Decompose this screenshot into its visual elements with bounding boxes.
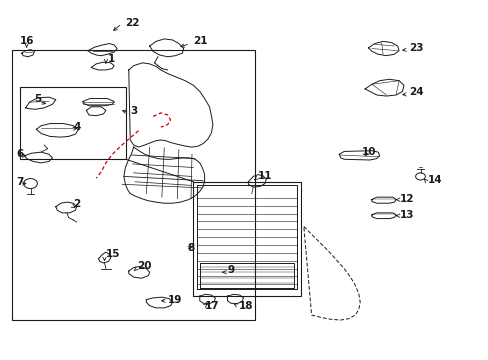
- Bar: [193, 182, 301, 296]
- Text: 22: 22: [125, 18, 140, 28]
- Text: 18: 18: [238, 301, 253, 311]
- Text: 10: 10: [362, 147, 376, 157]
- Text: 15: 15: [106, 249, 120, 259]
- Text: 3: 3: [130, 106, 137, 116]
- Text: 11: 11: [257, 171, 271, 181]
- Text: 8: 8: [187, 243, 194, 253]
- Text: 19: 19: [167, 295, 182, 305]
- Text: 4: 4: [73, 122, 81, 132]
- Text: 24: 24: [408, 87, 423, 98]
- Text: 6: 6: [16, 149, 23, 159]
- Bar: [12, 50, 255, 320]
- Text: 14: 14: [427, 175, 442, 185]
- Text: 5: 5: [34, 94, 41, 104]
- Text: 23: 23: [408, 43, 423, 53]
- Text: 20: 20: [137, 261, 152, 271]
- Text: 17: 17: [204, 301, 219, 311]
- Bar: [20, 87, 125, 159]
- Text: 2: 2: [73, 199, 81, 209]
- Text: 7: 7: [16, 177, 23, 187]
- Text: 1: 1: [107, 54, 114, 64]
- Text: 16: 16: [20, 36, 34, 46]
- Text: 13: 13: [399, 210, 414, 220]
- Text: 12: 12: [399, 194, 414, 203]
- Text: 9: 9: [227, 265, 234, 275]
- Text: 21: 21: [193, 36, 207, 46]
